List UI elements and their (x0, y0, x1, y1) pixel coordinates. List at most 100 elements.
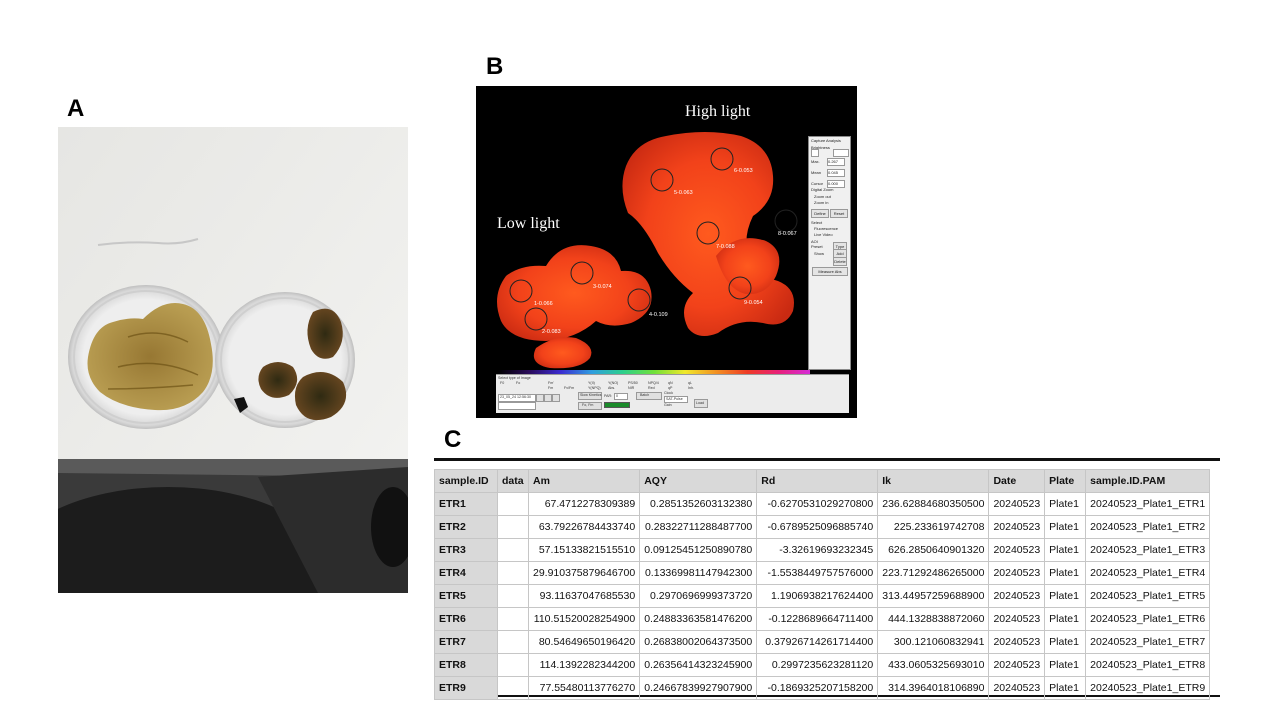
image-type-f0[interactable]: F0 (500, 381, 505, 385)
cell-rd: -1.5538449757576000 (756, 561, 879, 585)
image-type-ps50[interactable]: PS/50 (628, 381, 638, 385)
cell-sample-id: ETR6 (434, 607, 498, 631)
cell-sample-id-pam: 20240523_Plate1_ETR9 (1085, 676, 1211, 700)
table-header-row: sample.ID data Am AQY Rd Ik Date Plate s… (434, 469, 1211, 493)
cell-ik: 225.233619742708 (877, 515, 990, 539)
fo-fm-label: Fo, Fm (582, 403, 594, 407)
cell-ik: 314.3964018106890 (877, 676, 990, 700)
file-field[interactable]: 23_05_24 12:56:30 (498, 394, 536, 402)
load-button[interactable]: Load (694, 399, 708, 408)
cell-date: 20240523 (988, 653, 1046, 677)
cursor-label: Cursor (811, 181, 824, 186)
par-field[interactable]: 0 (614, 393, 628, 400)
image-type-fo[interactable]: Fo (516, 381, 521, 385)
slow-kinetics-button[interactable]: Slow Kinetics (578, 392, 602, 400)
live-video-radio[interactable]: Live Video (814, 232, 833, 237)
cell-aqy: 0.24667839927907900 (639, 676, 758, 700)
fo-fm-button[interactable]: Fo, Fm (578, 402, 602, 410)
cell-sample-id: ETR2 (434, 515, 498, 539)
reset-button[interactable]: Reset (830, 209, 848, 218)
open-folder-icon[interactable] (544, 394, 552, 402)
zoom-in-radio[interactable]: Zoom in (814, 200, 829, 205)
image-type-qp[interactable]: qP (668, 386, 673, 390)
cell-ik: 626.2850640901320 (877, 538, 990, 562)
tab-analysis[interactable]: Analysis (826, 138, 841, 143)
high-light-annotation: High light (685, 103, 751, 120)
cell-sample-id-pam: 20240523_Plate1_ETR3 (1085, 538, 1211, 562)
col-ik: Ik (877, 469, 990, 493)
fluorescence-radio[interactable]: Fluorescence (814, 226, 839, 231)
image-type-nir[interactable]: NIR (628, 386, 635, 390)
mean-label: Mean (811, 170, 822, 175)
progress-bar (604, 402, 630, 408)
max-label: Max. (811, 159, 820, 164)
cell-aqy: 0.28322711288487700 (639, 515, 758, 539)
measure-abs-button[interactable]: Measure Abs (812, 267, 848, 276)
table-row: ETR5 93.11637047685530 0.297069699937372… (434, 584, 1211, 608)
cell-rd: -0.1228689664711400 (756, 607, 879, 631)
image-type-abs[interactable]: Abs. (608, 386, 616, 390)
cell-aqy: 0.2970696999373720 (639, 584, 758, 608)
aoi-label-2: 2-0.083 (542, 329, 561, 335)
print-icon[interactable] (552, 394, 560, 402)
cell-plate: Plate1 (1044, 538, 1087, 562)
image-type-yii[interactable]: Y(II) (588, 381, 595, 385)
image-type-fm-prime[interactable]: Fm' (548, 381, 554, 385)
delete-button[interactable]: Delete (833, 257, 847, 266)
cell-am: 80.54649650196420 (527, 630, 641, 654)
gain-label: Gain (664, 403, 672, 407)
cell-sample-id-pam: 20240523_Plate1_ETR8 (1085, 653, 1211, 677)
image-type-yno[interactable]: Y(NO) (608, 381, 619, 385)
aoi-label-8: 8-0.067 (778, 231, 797, 237)
cell-rd: -0.6789525096885740 (756, 515, 879, 539)
comment-field[interactable] (498, 402, 536, 410)
save-icon[interactable] (536, 394, 544, 402)
define-button[interactable]: Define (811, 209, 829, 218)
par-label: PAR: (604, 394, 613, 398)
cell-aqy: 0.13369981147942300 (639, 561, 758, 585)
image-type-fm[interactable]: Fm (548, 386, 554, 390)
cell-sample-id: ETR8 (434, 653, 498, 677)
cell-date: 20240523 (988, 538, 1046, 562)
brightness-slider[interactable] (833, 149, 849, 157)
cell-aqy: 0.09125451250890780 (639, 538, 758, 562)
cell-rd: 0.2997235623281120 (756, 653, 879, 677)
image-type-inh[interactable]: Inh. (688, 386, 694, 390)
cell-aqy: 0.26838002064373500 (639, 630, 758, 654)
cell-sample-id-pam: 20240523_Plate1_ETR4 (1085, 561, 1211, 585)
image-type-ql[interactable]: qL (688, 381, 692, 385)
cell-aqy: 0.26356414323245900 (639, 653, 758, 677)
cell-am: 63.79226784433740 (527, 515, 641, 539)
cell-am: 110.51520028254900 (527, 607, 641, 631)
cell-data (497, 607, 529, 631)
image-type-red[interactable]: Red (648, 386, 655, 390)
cell-am: 57.15133821515510 (527, 538, 641, 562)
show-checkbox[interactable]: Show (814, 251, 825, 256)
cell-date: 20240523 (988, 676, 1046, 700)
cell-sample-id-pam: 20240523_Plate1_ETR1 (1085, 492, 1211, 516)
cell-date: 20240523 (988, 492, 1046, 516)
image-type-ynpq[interactable]: Y(NPQ) (588, 386, 601, 390)
zoom-out-radio[interactable]: Zoom out (814, 194, 831, 199)
cell-ik: 223.71292486265000 (877, 561, 990, 585)
batch-button[interactable]: Batch (636, 392, 662, 400)
cell-plate: Plate1 (1044, 584, 1087, 608)
sat-pulse-select[interactable]: SAT-Pulse (664, 396, 688, 403)
image-type-npq4[interactable]: NPQ/4 (648, 381, 659, 385)
cell-sample-id: ETR9 (434, 676, 498, 700)
brightness-select[interactable] (811, 149, 819, 157)
cell-am: 67.4712278309389 (527, 492, 641, 516)
cell-sample-id: ETR1 (434, 492, 498, 516)
aoi-label-1: 1-0.066 (534, 301, 553, 307)
image-type-fv-fm[interactable]: Fv/Fm (564, 386, 575, 390)
table-row: ETR2 63.79226784433740 0.283227112884877… (434, 515, 1211, 539)
fluorescence-image: 1-0.066 2-0.083 3-0.074 4-0.109 5-0.063 … (476, 86, 808, 370)
batch-label: Batch (640, 393, 650, 397)
aoi-label-7: 7-0.088 (716, 244, 735, 250)
tab-capture[interactable]: Capture (811, 138, 826, 143)
cell-plate: Plate1 (1044, 630, 1087, 654)
image-type-qn[interactable]: qN (668, 381, 673, 385)
pam-control-panel: Capture Analysis Brightness Max. 0.267 M… (808, 136, 851, 370)
select-label: Select (811, 220, 823, 225)
aoi-label-6: 6-0.053 (734, 168, 753, 174)
